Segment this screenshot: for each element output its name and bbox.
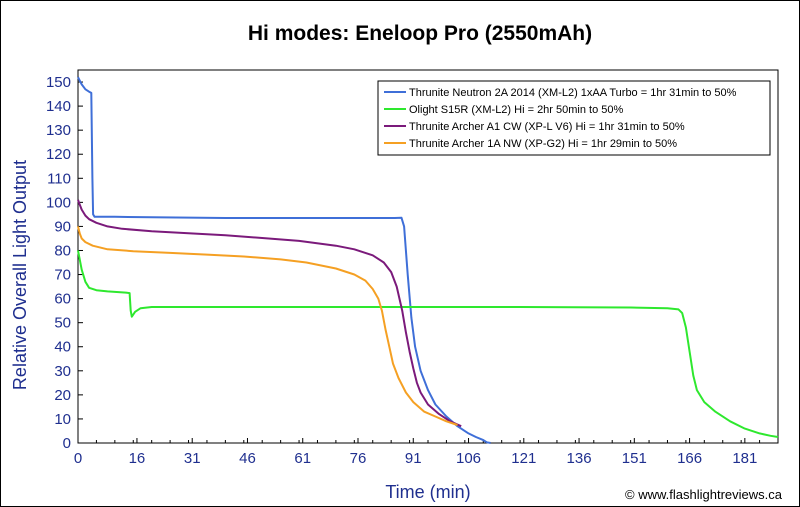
x-tick-label: 121 bbox=[511, 450, 536, 467]
legend-entry: Thrunite Archer A1 CW (XP-L V6) Hi = 1hr… bbox=[409, 121, 685, 133]
y-tick-label: 40 bbox=[54, 339, 71, 356]
axes: 0 10 20 30 40 50 60 70 80 90 100 110 120 130 140 150 0 16… bbox=[46, 69, 779, 467]
plot-lines bbox=[77, 76, 779, 444]
x-tick-label: 106 bbox=[456, 450, 481, 467]
series-line-1 bbox=[77, 76, 491, 444]
y-tick-label: 110 bbox=[47, 170, 71, 187]
y-tick-label: 120 bbox=[46, 146, 71, 163]
x-tick-label: 46 bbox=[239, 450, 256, 467]
x-tick-label: 16 bbox=[129, 450, 146, 467]
x-tick-label: 166 bbox=[677, 450, 702, 467]
series-line-2 bbox=[77, 250, 779, 438]
y-axis-label: Relative Overall Light Output bbox=[10, 160, 30, 390]
x-tick-label: 61 bbox=[294, 450, 311, 467]
y-tick-label: 20 bbox=[54, 387, 71, 404]
y-tick-label: 10 bbox=[54, 411, 71, 428]
y-tick-label: 0 bbox=[63, 435, 71, 452]
copyright-credit: © www.flashlightreviews.ca bbox=[625, 487, 783, 502]
x-tick-label: 76 bbox=[350, 450, 367, 467]
x-tick-label: 181 bbox=[732, 450, 757, 467]
y-tick-label: 80 bbox=[54, 242, 71, 259]
series-line-3 bbox=[77, 199, 462, 428]
legend-entry: Olight S15R (XM-L2) Hi = 2hr 50min to 50… bbox=[409, 104, 624, 116]
legend-box bbox=[377, 80, 771, 156]
x-tick-label: 31 bbox=[184, 450, 201, 467]
x-axis-label: Time (min) bbox=[385, 482, 470, 502]
y-tick-label: 140 bbox=[46, 98, 71, 115]
legend-entry: Thrunite Archer 1A NW (XP-G2) Hi = 1hr 2… bbox=[409, 138, 677, 150]
y-tick-label: 90 bbox=[54, 218, 71, 235]
y-tick-label: 150 bbox=[46, 74, 71, 91]
y-tick-label: 60 bbox=[54, 291, 71, 308]
y-tick-label: 30 bbox=[54, 363, 71, 380]
x-tick-label: 151 bbox=[622, 450, 647, 467]
legend: Thrunite Neutron 2A 2014 (XM-L2) 1xAA Tu… bbox=[377, 80, 771, 156]
y-tick-label: 130 bbox=[46, 122, 71, 139]
x-tick-label: 91 bbox=[405, 450, 422, 467]
x-tick-label: 0 bbox=[74, 450, 82, 467]
y-tick-label: 50 bbox=[54, 315, 71, 332]
legend-entry: Thrunite Neutron 2A 2014 (XM-L2) 1xAA Tu… bbox=[409, 87, 737, 99]
chart-title: Hi modes: Eneloop Pro (2550mAh) bbox=[248, 22, 592, 45]
y-tick-label: 100 bbox=[46, 194, 71, 211]
y-tick-label: 70 bbox=[54, 267, 71, 284]
x-tick-label: 136 bbox=[567, 450, 592, 467]
series-line-4 bbox=[77, 226, 458, 426]
